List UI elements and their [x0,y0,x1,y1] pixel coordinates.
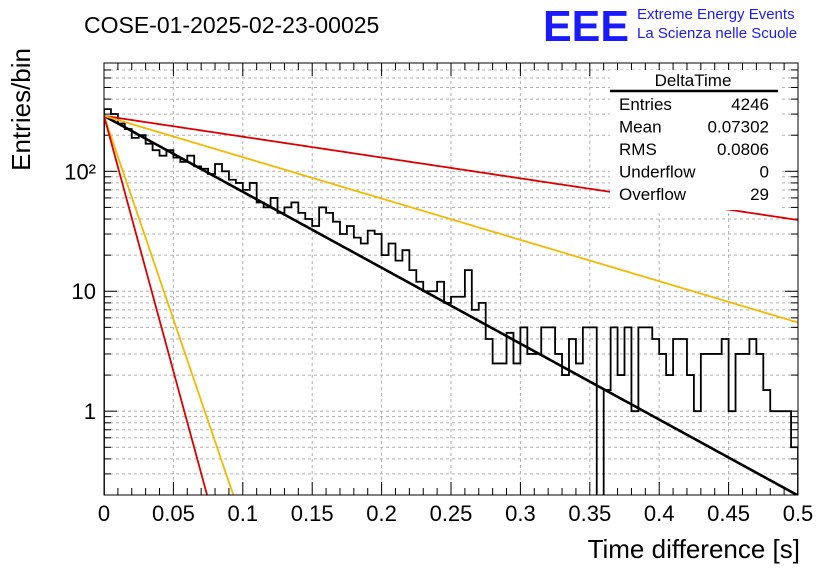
x-tick-label: 0.15 [291,501,334,526]
fit-curve-2 [104,114,798,324]
x-tick-labels: 0 0.05 0.1 0.15 0.2 0.25 0.3 0.35 0.4 0.45 0.5 [98,501,813,526]
stats-row-label: Mean [619,118,662,137]
stats-row-value: 0.0806 [717,140,769,159]
x-tick-label: 0.35 [568,501,611,526]
x-tick-label: 0.5 [783,501,814,526]
eee-logo: EEE [543,2,629,51]
stats-row-value: 0.07302 [708,118,769,137]
stats-row-label: Overflow [619,185,687,204]
fit-curve-0 [104,114,798,495]
fit-curve-3 [104,115,235,495]
y-tick-label: 1 [84,399,96,424]
y-axis-label: Entries/bin [6,48,36,171]
x-tick-label: 0.05 [152,501,195,526]
x-tick-label: 0.1 [228,501,259,526]
plot-frame [103,62,799,496]
stats-row-value: 0 [760,163,769,182]
x-tick-label: 0.4 [644,501,675,526]
stats-row-label: Entries [619,95,672,114]
x-tick-label: 0 [98,501,110,526]
stats-row-label: RMS [619,140,657,159]
stats-row-label: Underflow [619,163,696,182]
x-tick-label: 0.45 [707,501,750,526]
fit-curve-4 [104,115,208,495]
stats-row-value: 29 [750,185,769,204]
stats-row-value: 4246 [731,95,769,114]
run-title: COSE-01-2025-02-23-00025 [84,12,379,38]
stats-box: DeltaTime Entries 4246 Mean 0.07302 RMS 0.080… [610,70,780,210]
y-tick-labels: 1 10 10² [64,159,96,424]
logo-line-2: La Scienza nelle Scuole [637,25,797,42]
x-axis-label: Time difference [s] [588,534,800,564]
y-tick-label: 10² [64,159,96,184]
x-tick-label: 0.2 [366,501,397,526]
y-tick-label: 10 [72,279,96,304]
logo-line-1: Extreme Energy Events [637,6,795,23]
x-tick-label: 0.3 [505,501,536,526]
x-tick-label: 0.25 [430,501,473,526]
stats-title: DeltaTime [655,71,732,90]
